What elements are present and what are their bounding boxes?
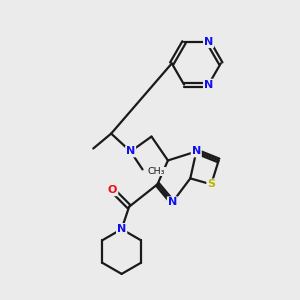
Text: N: N	[117, 224, 126, 234]
Text: N: N	[126, 146, 135, 157]
Text: N: N	[117, 224, 126, 234]
Text: N: N	[204, 37, 213, 47]
Text: N: N	[168, 197, 177, 207]
Text: CH₃: CH₃	[148, 167, 165, 176]
Text: N: N	[204, 80, 213, 90]
Text: N: N	[192, 146, 201, 157]
Text: O: O	[108, 185, 117, 195]
Text: S: S	[207, 179, 215, 189]
